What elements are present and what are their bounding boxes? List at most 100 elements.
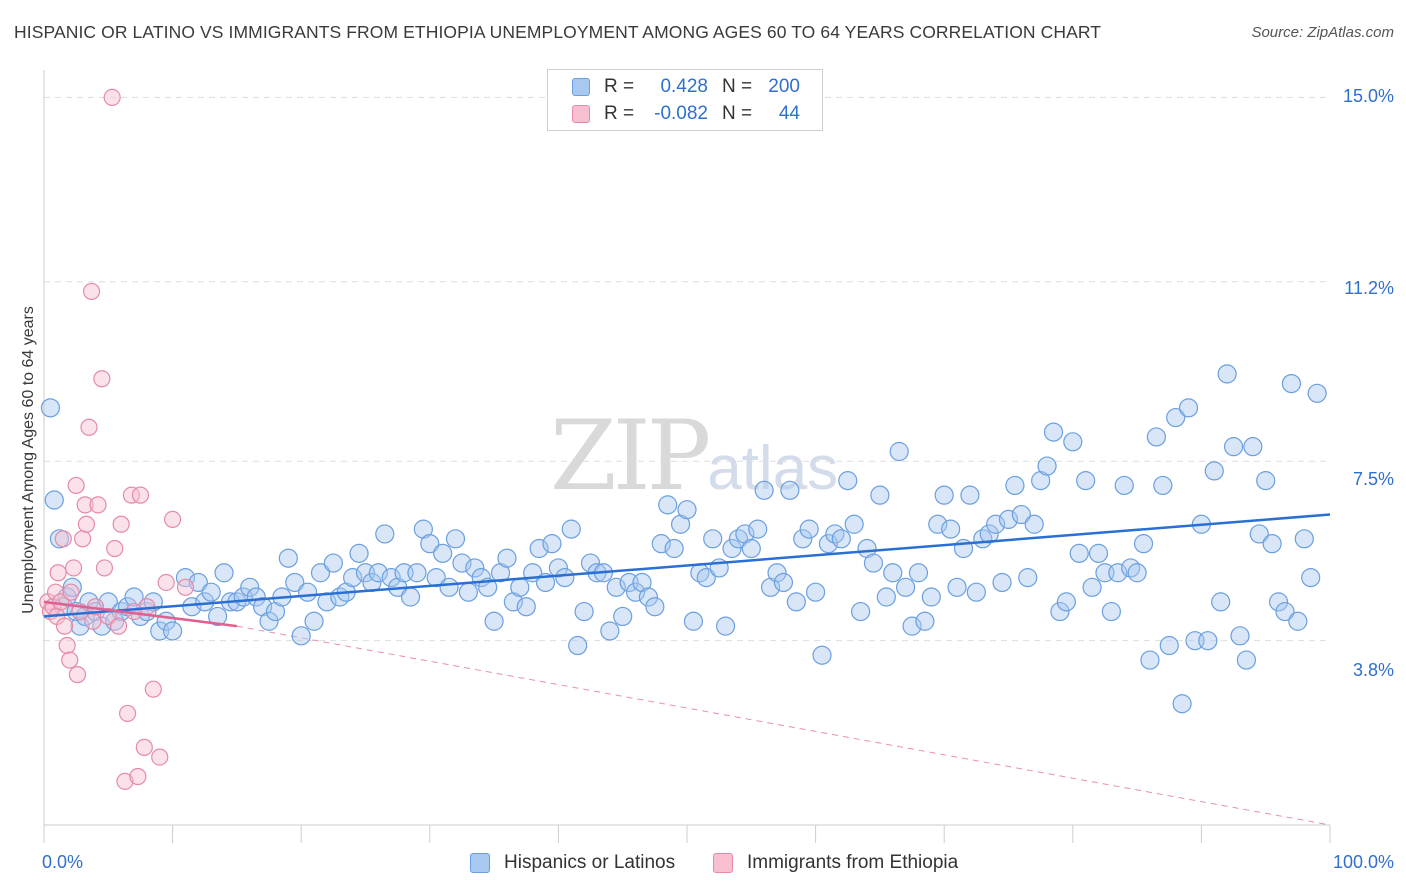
legend-n-label: N = xyxy=(722,76,753,97)
hispanics-point xyxy=(175,568,196,588)
hispanics-point xyxy=(124,587,144,607)
hispanics-point xyxy=(1005,475,1025,496)
hispanics-point xyxy=(786,592,806,612)
hispanics-point xyxy=(934,485,954,505)
y-tick-label-11-2: 11.2% xyxy=(1344,278,1394,298)
hispanics-point xyxy=(542,534,562,554)
hispanics-point xyxy=(696,568,716,588)
hispanics-point xyxy=(1178,398,1199,418)
stats-legend: R = 0.428 N = 200 R = -0.082 N = 44 xyxy=(547,69,823,131)
hispanics-point xyxy=(863,553,884,573)
hispanics-point xyxy=(613,606,633,627)
y-axis-label-wrap: Unemployment Among Ages 60 to 64 years xyxy=(20,265,46,655)
legend-r-label: R = xyxy=(604,103,635,124)
hispanics-point xyxy=(1217,364,1237,384)
hispanics-point xyxy=(465,558,485,578)
hispanics-point xyxy=(1076,471,1096,491)
y-tick-label-3-8: 3.8% xyxy=(1352,660,1394,680)
hispanics-point xyxy=(703,529,723,549)
hispanics-point xyxy=(201,582,221,602)
hispanics-point xyxy=(381,568,401,588)
hispanics-point xyxy=(844,514,864,534)
hispanics-point xyxy=(62,577,82,597)
ethiopia-point xyxy=(55,617,74,635)
ethiopia-point xyxy=(112,515,130,533)
x-tick-label-min: 0.0% xyxy=(42,852,84,872)
legend-r-value: -0.082 xyxy=(654,103,708,124)
ethiopia-point xyxy=(129,767,147,786)
ethiopia-point xyxy=(64,559,83,577)
hispanics-point xyxy=(883,563,903,583)
legend-label-ethiopia: Immigrants from Ethiopia xyxy=(747,852,959,873)
ethiopia-point xyxy=(122,486,141,504)
hispanics-point xyxy=(998,509,1019,530)
hispanics-point xyxy=(902,616,922,636)
hispanics-point xyxy=(310,563,331,583)
hispanics-point xyxy=(529,538,549,559)
hispanics-point xyxy=(278,548,298,568)
hispanics-point xyxy=(484,611,504,631)
legend-item-hispanics: Hispanics or Latinos xyxy=(470,852,675,874)
hispanics-point xyxy=(1268,592,1289,612)
hispanics-point xyxy=(49,529,70,549)
hispanics-point xyxy=(1166,407,1186,428)
hispanics-point xyxy=(1050,601,1070,622)
hispanics-point xyxy=(1275,601,1295,622)
hispanics-point xyxy=(870,485,890,505)
ethiopia-point xyxy=(95,559,114,577)
hispanics-point xyxy=(458,582,478,602)
hispanics-point xyxy=(452,553,472,573)
ethiopia-point xyxy=(82,282,101,301)
hispanics-point xyxy=(1230,626,1250,646)
hispanics-point xyxy=(439,577,459,597)
hispanics-point xyxy=(992,572,1012,593)
legend-n-value: 200 xyxy=(768,76,800,97)
hispanics-point xyxy=(1159,635,1179,656)
hispanics-point xyxy=(445,529,466,549)
hispanics-point xyxy=(510,577,530,597)
hispanics-point xyxy=(1024,514,1044,534)
hispanics-point xyxy=(715,616,736,636)
ethiopia-point xyxy=(62,583,80,601)
legend-swatch-blue xyxy=(572,78,590,96)
hispanics-point xyxy=(1288,611,1308,631)
hispanics-point xyxy=(1204,461,1224,481)
hispanics-point xyxy=(497,548,517,568)
chart-title: HISPANIC OR LATINO VS IMMIGRANTS FROM ET… xyxy=(14,22,1102,42)
hispanics-point xyxy=(1114,475,1134,496)
y-tick-label-7-5: 7.5% xyxy=(1352,469,1394,489)
ethiopia-trend-line xyxy=(43,600,238,628)
hispanics-point xyxy=(246,587,266,607)
hispanics-point xyxy=(658,495,678,515)
hispanics-point xyxy=(1043,422,1064,442)
pink-trend xyxy=(236,625,1331,826)
hispanics-point xyxy=(1153,475,1173,496)
hispanics-point xyxy=(574,601,594,622)
hispanics-point xyxy=(1011,504,1031,525)
hispanics-point xyxy=(214,563,234,583)
hispanics-point xyxy=(1069,543,1089,563)
hispanics-point xyxy=(838,471,858,491)
ethiopia-point xyxy=(157,573,175,592)
hispanics-point xyxy=(420,534,440,554)
hispanics-point xyxy=(1198,631,1218,651)
hispanics-point xyxy=(298,582,318,602)
hispanics-point xyxy=(889,441,909,462)
hispanics-point xyxy=(767,563,787,583)
hispanics-point xyxy=(960,485,980,505)
hispanics-point xyxy=(1146,427,1166,447)
x-tick-label-max: 100.0% xyxy=(1332,852,1394,872)
ethiopia-point xyxy=(76,496,94,514)
hispanics-point xyxy=(908,563,929,583)
hispanics-point xyxy=(1243,437,1263,457)
legend-label-hispanics: Hispanics or Latinos xyxy=(504,852,676,873)
hispanics-point xyxy=(754,480,774,500)
hispanics-point xyxy=(606,577,626,597)
ethiopia-point xyxy=(93,370,111,388)
watermark-zip: ZIP xyxy=(550,400,711,512)
hispanics-point xyxy=(1037,456,1057,476)
ethiopia-point xyxy=(68,666,87,684)
ethiopia-point xyxy=(80,418,98,436)
hispanics-point xyxy=(568,635,588,656)
